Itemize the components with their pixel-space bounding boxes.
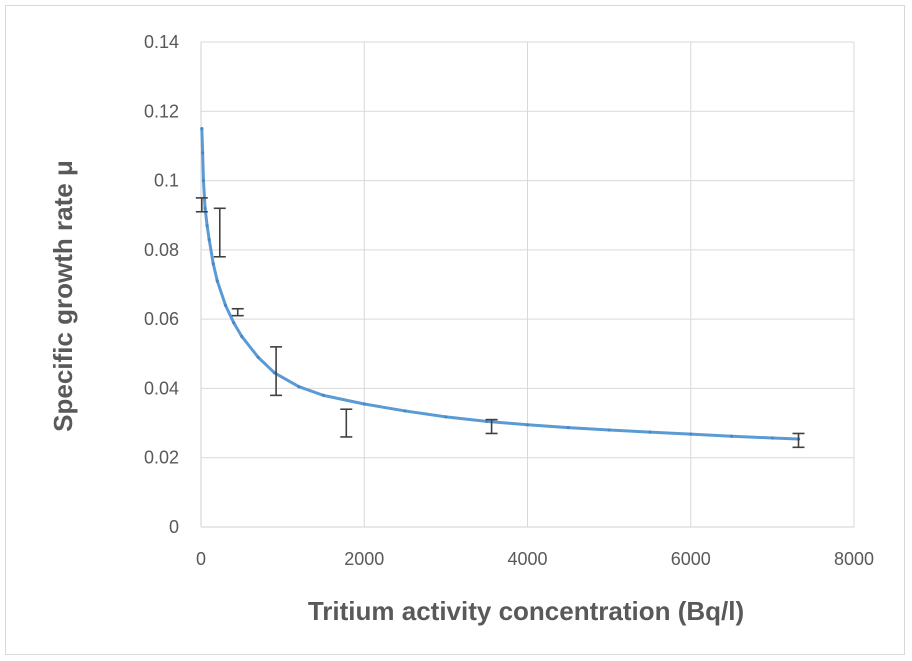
fit-point: [485, 419, 489, 423]
fit-point: [272, 371, 277, 375]
fit-point: [232, 321, 236, 325]
fit-point: [403, 409, 407, 413]
error-bar: [340, 408, 353, 438]
y-tick-label: 0.14: [144, 32, 179, 52]
x-tick-label: 2000: [344, 549, 384, 569]
gridlines: [201, 41, 855, 527]
y-tick-label: 0.12: [144, 101, 179, 121]
error-bars-series: [195, 197, 805, 449]
y-tick-label: 0: [169, 517, 179, 537]
chart-area: 0 0.02 0.04 0.06 0.08 0.1 0.12 0.14 0 2000 4000 600…: [5, 5, 905, 655]
fit-point: [525, 423, 530, 427]
fit-point: [729, 434, 734, 438]
fit-point: [770, 436, 774, 440]
fit-point: [648, 430, 652, 434]
fit-point: [256, 355, 260, 359]
fit-point: [200, 127, 204, 131]
y-tick-label: 0.06: [144, 309, 179, 329]
x-tick-label: 0: [196, 549, 206, 569]
fit-point: [207, 237, 211, 242]
fit-point: [201, 151, 205, 155]
x-tick-label: 4000: [507, 549, 547, 569]
error-bar: [231, 307, 244, 317]
error-bar: [213, 207, 226, 258]
fit-point: [215, 279, 219, 283]
y-tick-label: 0.02: [144, 448, 179, 468]
fit-point: [689, 432, 693, 436]
x-tick-label: 6000: [671, 549, 711, 569]
fit-curve: [200, 127, 800, 441]
y-axis-title: Specific growth rate μ: [48, 160, 78, 432]
error-bar: [195, 197, 208, 213]
fit-point: [205, 224, 209, 228]
error-bar: [485, 418, 498, 435]
fit-point: [211, 262, 215, 266]
fit-curve-series: [200, 127, 801, 441]
y-tick-label: 0.08: [144, 240, 179, 260]
fit-point: [607, 428, 611, 432]
fit-point: [201, 178, 206, 183]
y-tick-label: 0.04: [144, 378, 179, 398]
x-tick-label: 8000: [834, 549, 874, 569]
chart-svg: 0 0.02 0.04 0.06 0.08 0.1 0.12 0.14 0 2000 4000 600…: [48, 32, 874, 626]
fit-point: [203, 206, 207, 210]
error-bar: [792, 432, 805, 449]
fit-point: [444, 415, 448, 419]
axes: [200, 42, 854, 528]
fit-point: [223, 303, 228, 307]
fit-point: [362, 402, 366, 406]
x-axis-title: Tritium activity concentration (Bq/l): [308, 596, 744, 626]
y-tick-label: 0.1: [154, 171, 179, 191]
fit-point: [240, 334, 244, 339]
fit-point: [566, 425, 570, 430]
fit-point: [297, 385, 301, 389]
error-bar: [270, 346, 283, 397]
fit-point: [321, 393, 326, 397]
tick-labels: 0 0.02 0.04 0.06 0.08 0.1 0.12 0.14 0 2000 4000 600…: [144, 32, 874, 569]
